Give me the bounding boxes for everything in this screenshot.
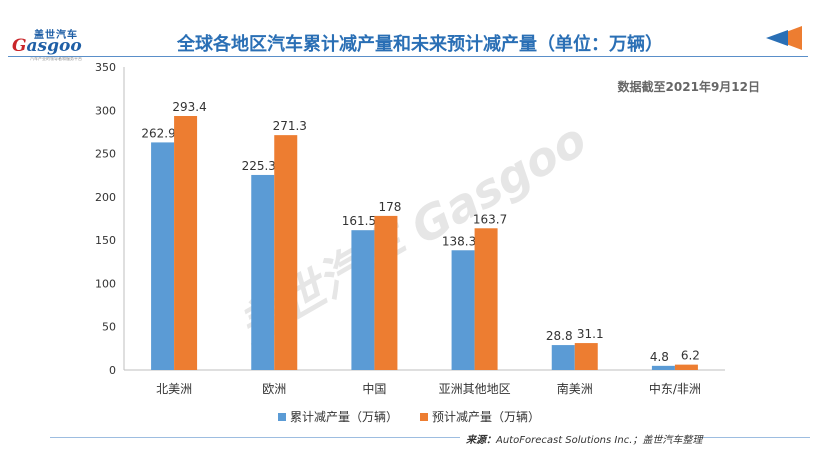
bar-1 [451, 250, 475, 370]
bar-2 [374, 215, 398, 370]
y-tick-label: 150 [95, 234, 116, 247]
y-tick-label: 200 [95, 191, 116, 204]
footer-divider-right [700, 437, 810, 438]
back-arrow-icon [766, 26, 802, 50]
bar-1 [151, 142, 175, 370]
legend-label-series2: 预计减产量（万辆） [432, 410, 541, 424]
bar-1 [351, 230, 375, 370]
data-label: 163.7 [473, 212, 507, 226]
bar-1 [651, 365, 675, 370]
data-label: 6.2 [681, 349, 700, 363]
logo-letters: asgoo [26, 36, 82, 56]
x-tick-label: 亚洲其他地区 [439, 382, 511, 396]
logo-tagline: 汽车产业的领导者和服务平台 [30, 56, 82, 61]
bar-2 [474, 228, 498, 370]
legend-swatch-series1 [278, 412, 286, 421]
legend-swatch-series2 [420, 412, 429, 421]
bar-1 [251, 174, 275, 370]
bar-2 [674, 364, 698, 370]
logo-english-text: Gasgoo [12, 36, 82, 56]
legend: 累计减产量（万辆） 预计减产量（万辆） [278, 408, 540, 425]
source-label: 来源： [466, 435, 496, 446]
y-tick-label: 250 [95, 148, 116, 161]
data-date-note: 数据截至2021年9月12日 [617, 80, 760, 94]
x-tick-label: 中国 [362, 381, 386, 396]
y-tick-label: 50 [102, 321, 116, 334]
data-label: 178 [378, 200, 401, 214]
data-label: 4.8 [650, 350, 669, 364]
data-label: 271.3 [273, 119, 307, 133]
x-tick-label: 南美洲 [557, 381, 593, 396]
source-text: AutoForecast Solutions Inc.；盖世汽车整理 [496, 435, 703, 446]
legend-item-series2: 预计减产量（万辆） [420, 408, 540, 425]
bar-2 [174, 115, 198, 371]
data-label: 262.9 [141, 126, 175, 140]
gasgoo-logo: 盖世汽车 Gasgoo 汽车产业的领导者和服务平台 [8, 26, 88, 62]
data-label: 225.3 [242, 159, 276, 173]
bar-2 [274, 135, 298, 370]
source-note: 来源：AutoForecast Solutions Inc.；盖世汽车整理 [466, 431, 702, 446]
page-title: 全球各地区汽车累计减产量和未来预计减产量（单位：万辆） [177, 34, 663, 55]
y-tick-label: 0 [109, 364, 116, 377]
y-tick-label: 100 [95, 277, 116, 290]
data-label: 293.4 [172, 100, 206, 114]
x-tick-label: 北美洲 [156, 382, 192, 396]
logo-letter-g: G [12, 36, 27, 56]
y-tick-label: 350 [95, 61, 116, 74]
bar-2 [574, 343, 598, 370]
data-label: 138.3 [442, 234, 476, 248]
y-tick-label: 300 [95, 104, 116, 117]
legend-label-series1: 累计减产量（万辆） [290, 410, 399, 424]
legend-item-series1: 累计减产量（万辆） [278, 408, 398, 425]
x-tick-label: 欧洲 [262, 382, 286, 396]
logo-chinese-text: 盖世汽车 [34, 30, 78, 41]
data-label: 28.8 [546, 329, 573, 343]
data-label: 31.1 [577, 327, 604, 341]
bar-1 [551, 345, 575, 370]
x-tick-label: 中东/非洲 [649, 381, 701, 396]
data-label: 161.5 [342, 214, 376, 228]
footer-divider-left [50, 437, 460, 438]
title-divider [8, 56, 808, 57]
